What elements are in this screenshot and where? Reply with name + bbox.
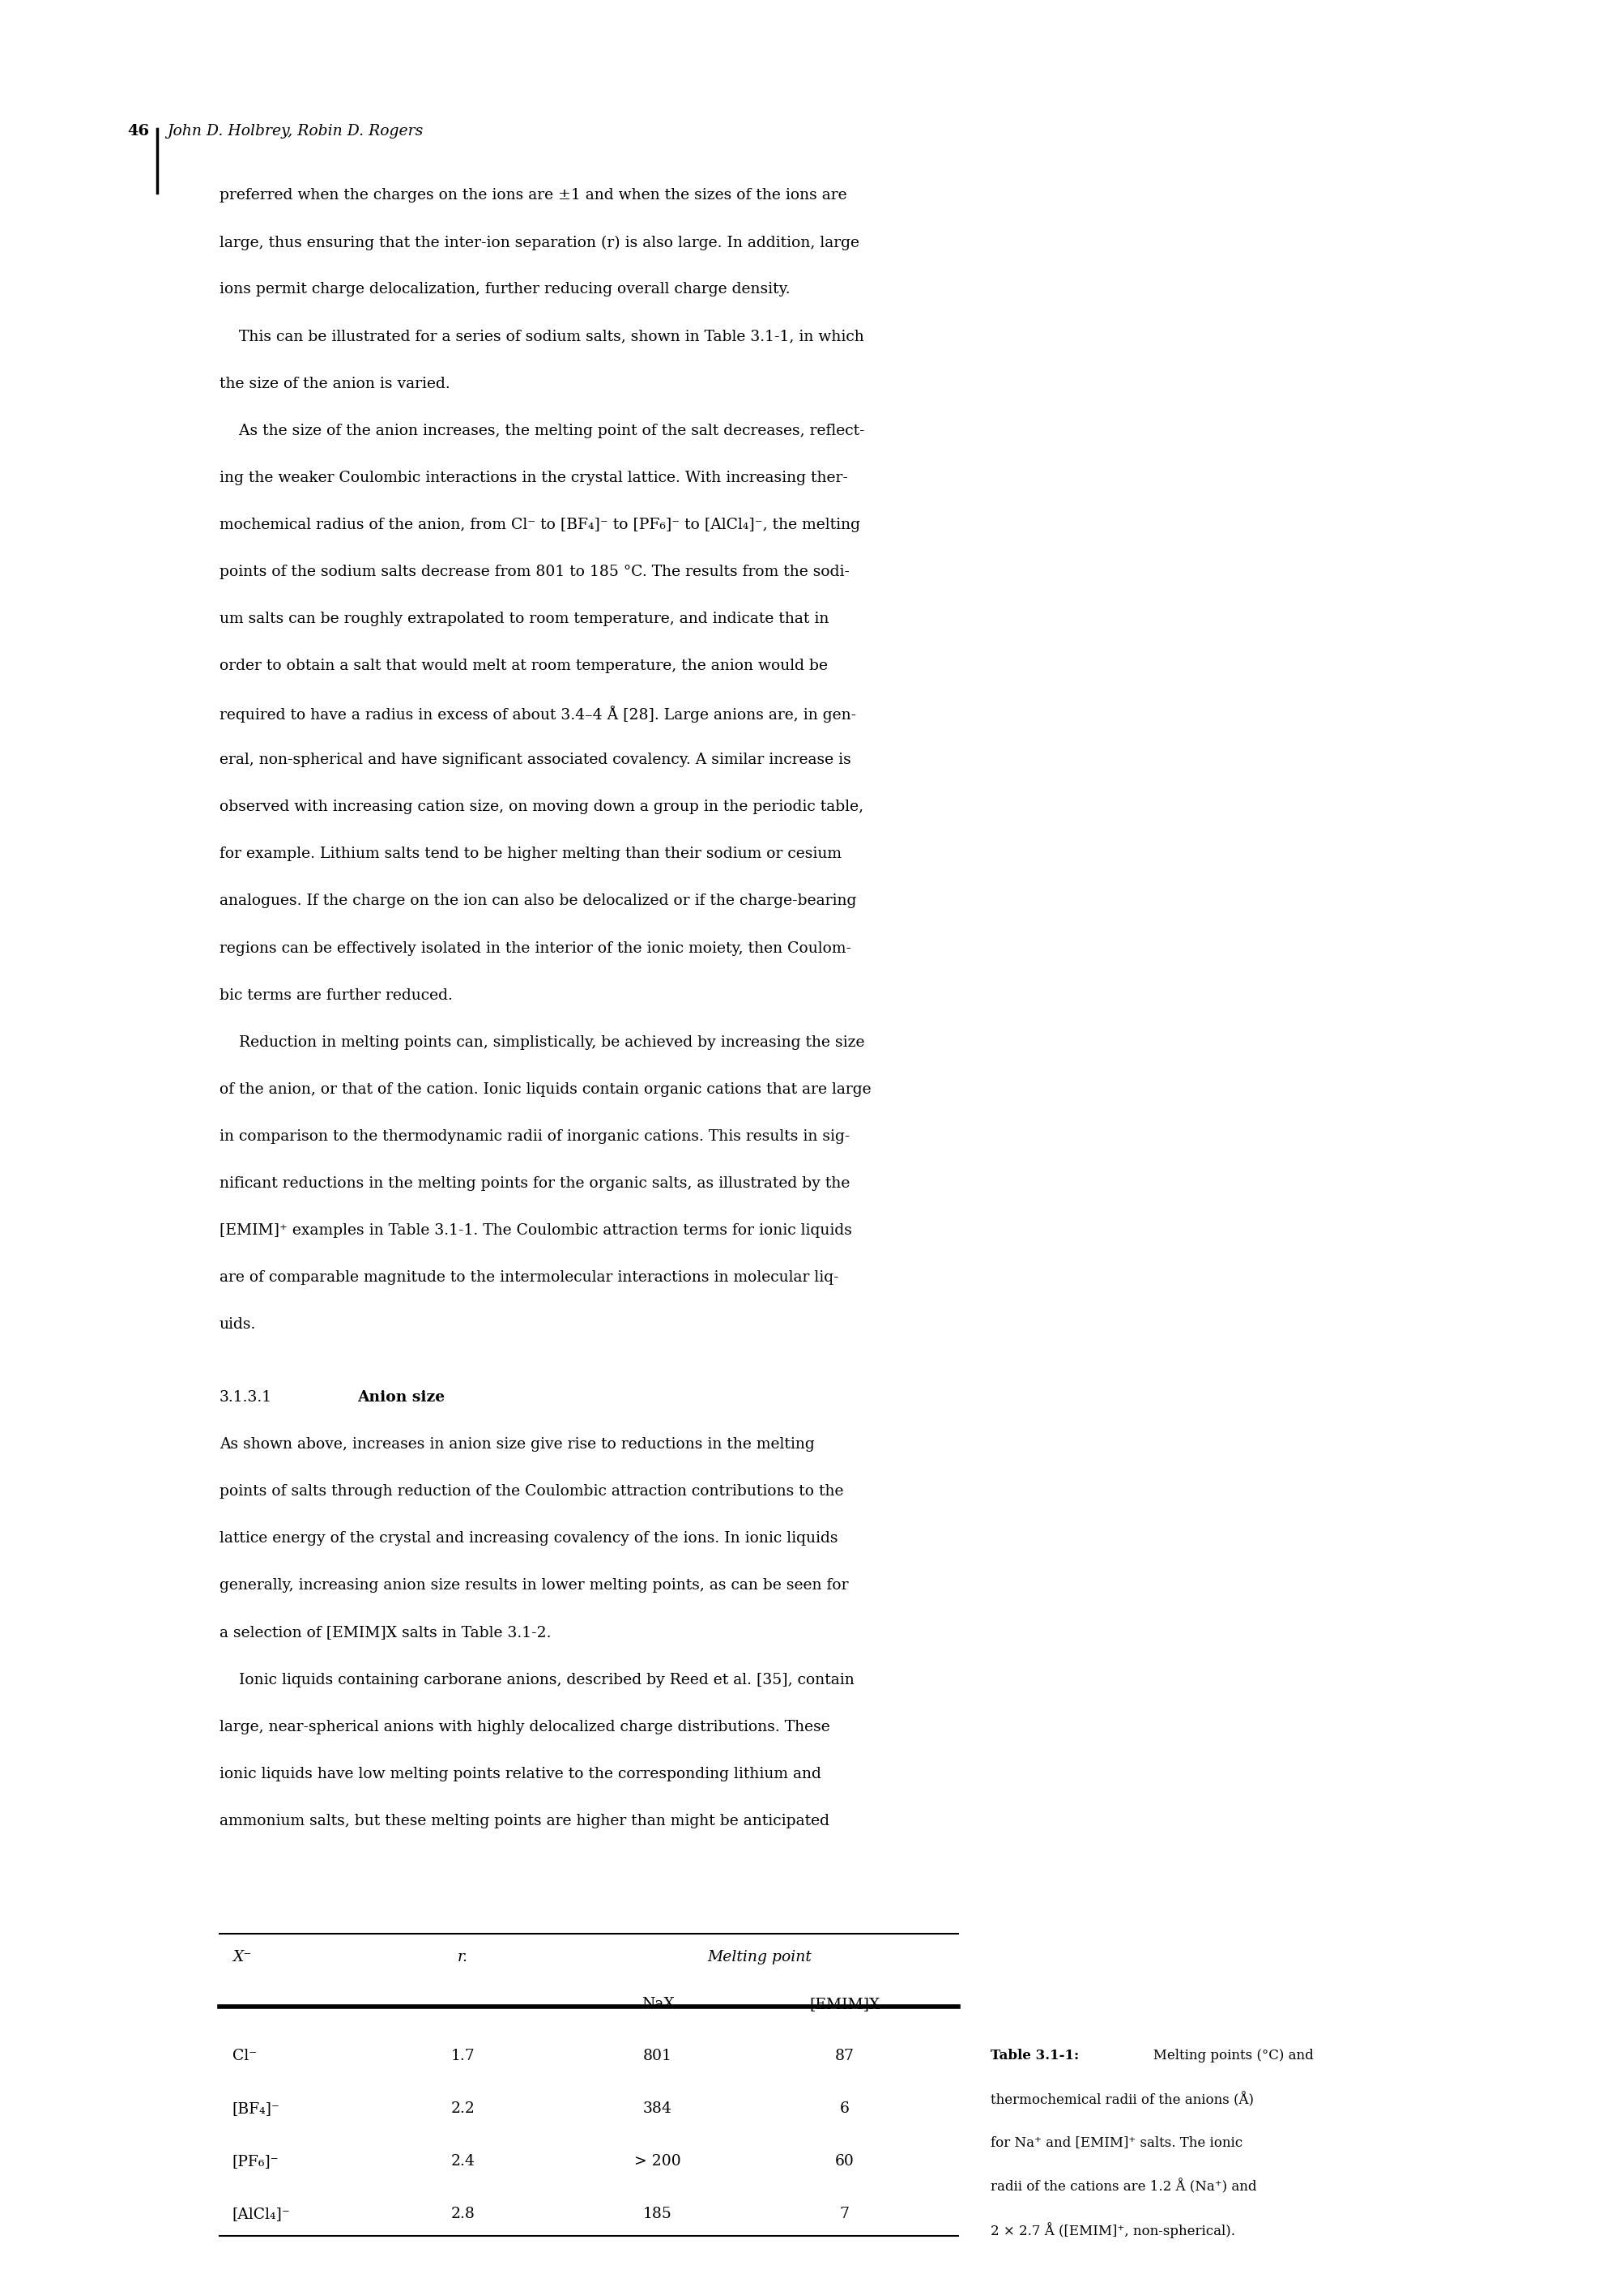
- Text: 384: 384: [643, 2102, 672, 2116]
- Text: 2 × 2.7 Å ([EMIM]⁺, non-spherical).: 2 × 2.7 Å ([EMIM]⁺, non-spherical).: [991, 2222, 1236, 2238]
- Text: Reduction in melting points can, simplistically, be achieved by increasing the s: Reduction in melting points can, simplis…: [219, 1035, 864, 1049]
- Text: ing the weaker Coulombic interactions in the crystal lattice. With increasing th: ing the weaker Coulombic interactions in…: [219, 470, 848, 484]
- Text: Melting point: Melting point: [706, 1951, 812, 1965]
- Text: radii of the cations are 1.2 Å (Na⁺) and: radii of the cations are 1.2 Å (Na⁺) and: [991, 2178, 1257, 2194]
- Text: ionic liquids have low melting points relative to the corresponding lithium and: ionic liquids have low melting points re…: [219, 1767, 822, 1781]
- Text: um salts can be roughly extrapolated to room temperature, and indicate that in: um salts can be roughly extrapolated to …: [219, 610, 828, 627]
- Text: 3.1.3.1: 3.1.3.1: [219, 1391, 271, 1405]
- Text: ions permit charge delocalization, further reducing overall charge density.: ions permit charge delocalization, furth…: [219, 282, 789, 296]
- Text: r.: r.: [458, 1951, 468, 1965]
- Text: a selection of [EMIM]X salts in Table 3.1-2.: a selection of [EMIM]X salts in Table 3.…: [219, 1625, 551, 1641]
- Text: As shown above, increases in anion size give rise to reductions in the melting: As shown above, increases in anion size …: [219, 1437, 814, 1453]
- Text: John D. Holbrey, Robin D. Rogers: John D. Holbrey, Robin D. Rogers: [167, 124, 424, 138]
- Text: for Na⁺ and [EMIM]⁺ salts. The ionic: for Na⁺ and [EMIM]⁺ salts. The ionic: [991, 2134, 1242, 2148]
- Text: order to obtain a salt that would melt at room temperature, the anion would be: order to obtain a salt that would melt a…: [219, 659, 828, 672]
- Text: 60: 60: [835, 2155, 854, 2169]
- Text: This can be illustrated for a series of sodium salts, shown in Table 3.1-1, in w: This can be illustrated for a series of …: [219, 328, 864, 344]
- Text: [PF₆]⁻: [PF₆]⁻: [232, 2155, 279, 2169]
- Text: [AlCl₄]⁻: [AlCl₄]⁻: [232, 2208, 291, 2222]
- Text: Table 3.1-1:: Table 3.1-1:: [991, 2049, 1078, 2063]
- Text: NaX: NaX: [641, 1997, 674, 2013]
- Text: observed with increasing cation size, on moving down a group in the periodic tab: observed with increasing cation size, on…: [219, 799, 864, 815]
- Text: points of salts through reduction of the Coulombic attraction contributions to t: points of salts through reduction of the…: [219, 1485, 843, 1499]
- Text: nificant reductions in the melting points for the organic salts, as illustrated : nificant reductions in the melting point…: [219, 1175, 849, 1191]
- Text: lattice energy of the crystal and increasing covalency of the ions. In ionic liq: lattice energy of the crystal and increa…: [219, 1531, 838, 1547]
- Text: preferred when the charges on the ions are ±1 and when the sizes of the ions are: preferred when the charges on the ions a…: [219, 188, 846, 202]
- Text: points of the sodium salts decrease from 801 to 185 °C. The results from the sod: points of the sodium salts decrease from…: [219, 565, 849, 578]
- Text: 1.7: 1.7: [451, 2049, 474, 2063]
- Text: required to have a radius in excess of about 3.4–4 Å [28]. Large anions are, in : required to have a radius in excess of a…: [219, 705, 856, 723]
- Text: 46: 46: [127, 124, 149, 138]
- Text: Cl⁻: Cl⁻: [232, 2049, 257, 2063]
- Text: analogues. If the charge on the ion can also be delocalized or if the charge-bea: analogues. If the charge on the ion can …: [219, 893, 856, 909]
- Text: 801: 801: [643, 2049, 672, 2063]
- Text: mochemical radius of the anion, from Cl⁻ to [BF₄]⁻ to [PF₆]⁻ to [AlCl₄]⁻, the me: mochemical radius of the anion, from Cl⁻…: [219, 516, 861, 532]
- Text: regions can be effectively isolated in the interior of the ionic moiety, then Co: regions can be effectively isolated in t…: [219, 941, 851, 955]
- Text: 2.2: 2.2: [451, 2102, 474, 2116]
- Text: bic terms are further reduced.: bic terms are further reduced.: [219, 987, 453, 1003]
- Text: Melting points (°C) and: Melting points (°C) and: [1140, 2049, 1314, 2063]
- Text: As the size of the anion increases, the melting point of the salt decreases, ref: As the size of the anion increases, the …: [219, 422, 864, 438]
- Text: > 200: > 200: [635, 2155, 680, 2169]
- Text: are of comparable magnitude to the intermolecular interactions in molecular liq-: are of comparable magnitude to the inter…: [219, 1269, 838, 1285]
- Text: X⁻: X⁻: [232, 1951, 252, 1965]
- Text: Anion size: Anion size: [357, 1391, 445, 1405]
- Text: of the anion, or that of the cation. Ionic liquids contain organic cations that : of the anion, or that of the cation. Ion…: [219, 1081, 870, 1097]
- Text: ammonium salts, but these melting points are higher than might be anticipated: ammonium salts, but these melting points…: [219, 1813, 830, 1829]
- Text: large, near-spherical anions with highly delocalized charge distributions. These: large, near-spherical anions with highly…: [219, 1719, 830, 1735]
- Text: 6: 6: [840, 2102, 849, 2116]
- Text: in comparison to the thermodynamic radii of inorganic cations. This results in s: in comparison to the thermodynamic radii…: [219, 1129, 849, 1143]
- Text: 185: 185: [643, 2208, 672, 2222]
- Text: [BF₄]⁻: [BF₄]⁻: [232, 2102, 279, 2116]
- Text: eral, non-spherical and have significant associated covalency. A similar increas: eral, non-spherical and have significant…: [219, 753, 851, 767]
- Text: 2.8: 2.8: [451, 2208, 474, 2222]
- Text: generally, increasing anion size results in lower melting points, as can be seen: generally, increasing anion size results…: [219, 1579, 848, 1593]
- Text: for example. Lithium salts tend to be higher melting than their sodium or cesium: for example. Lithium salts tend to be hi…: [219, 847, 841, 861]
- Text: [EMIM]⁺ examples in Table 3.1-1. The Coulombic attraction terms for ionic liquid: [EMIM]⁺ examples in Table 3.1-1. The Cou…: [219, 1223, 851, 1237]
- Text: [EMIM]X: [EMIM]X: [809, 1997, 880, 2013]
- Text: Ionic liquids containing carborane anions, described by Reed et al. [35], contai: Ionic liquids containing carborane anion…: [219, 1673, 854, 1687]
- Text: the size of the anion is varied.: the size of the anion is varied.: [219, 376, 450, 390]
- Text: thermochemical radii of the anions (Å): thermochemical radii of the anions (Å): [991, 2093, 1254, 2107]
- Text: 87: 87: [835, 2049, 854, 2063]
- Text: uids.: uids.: [219, 1317, 257, 1331]
- Text: 7: 7: [840, 2208, 849, 2222]
- Text: large, thus ensuring that the inter-ion separation (r) is also large. In additio: large, thus ensuring that the inter-ion …: [219, 234, 859, 250]
- Text: 2.4: 2.4: [451, 2155, 474, 2169]
